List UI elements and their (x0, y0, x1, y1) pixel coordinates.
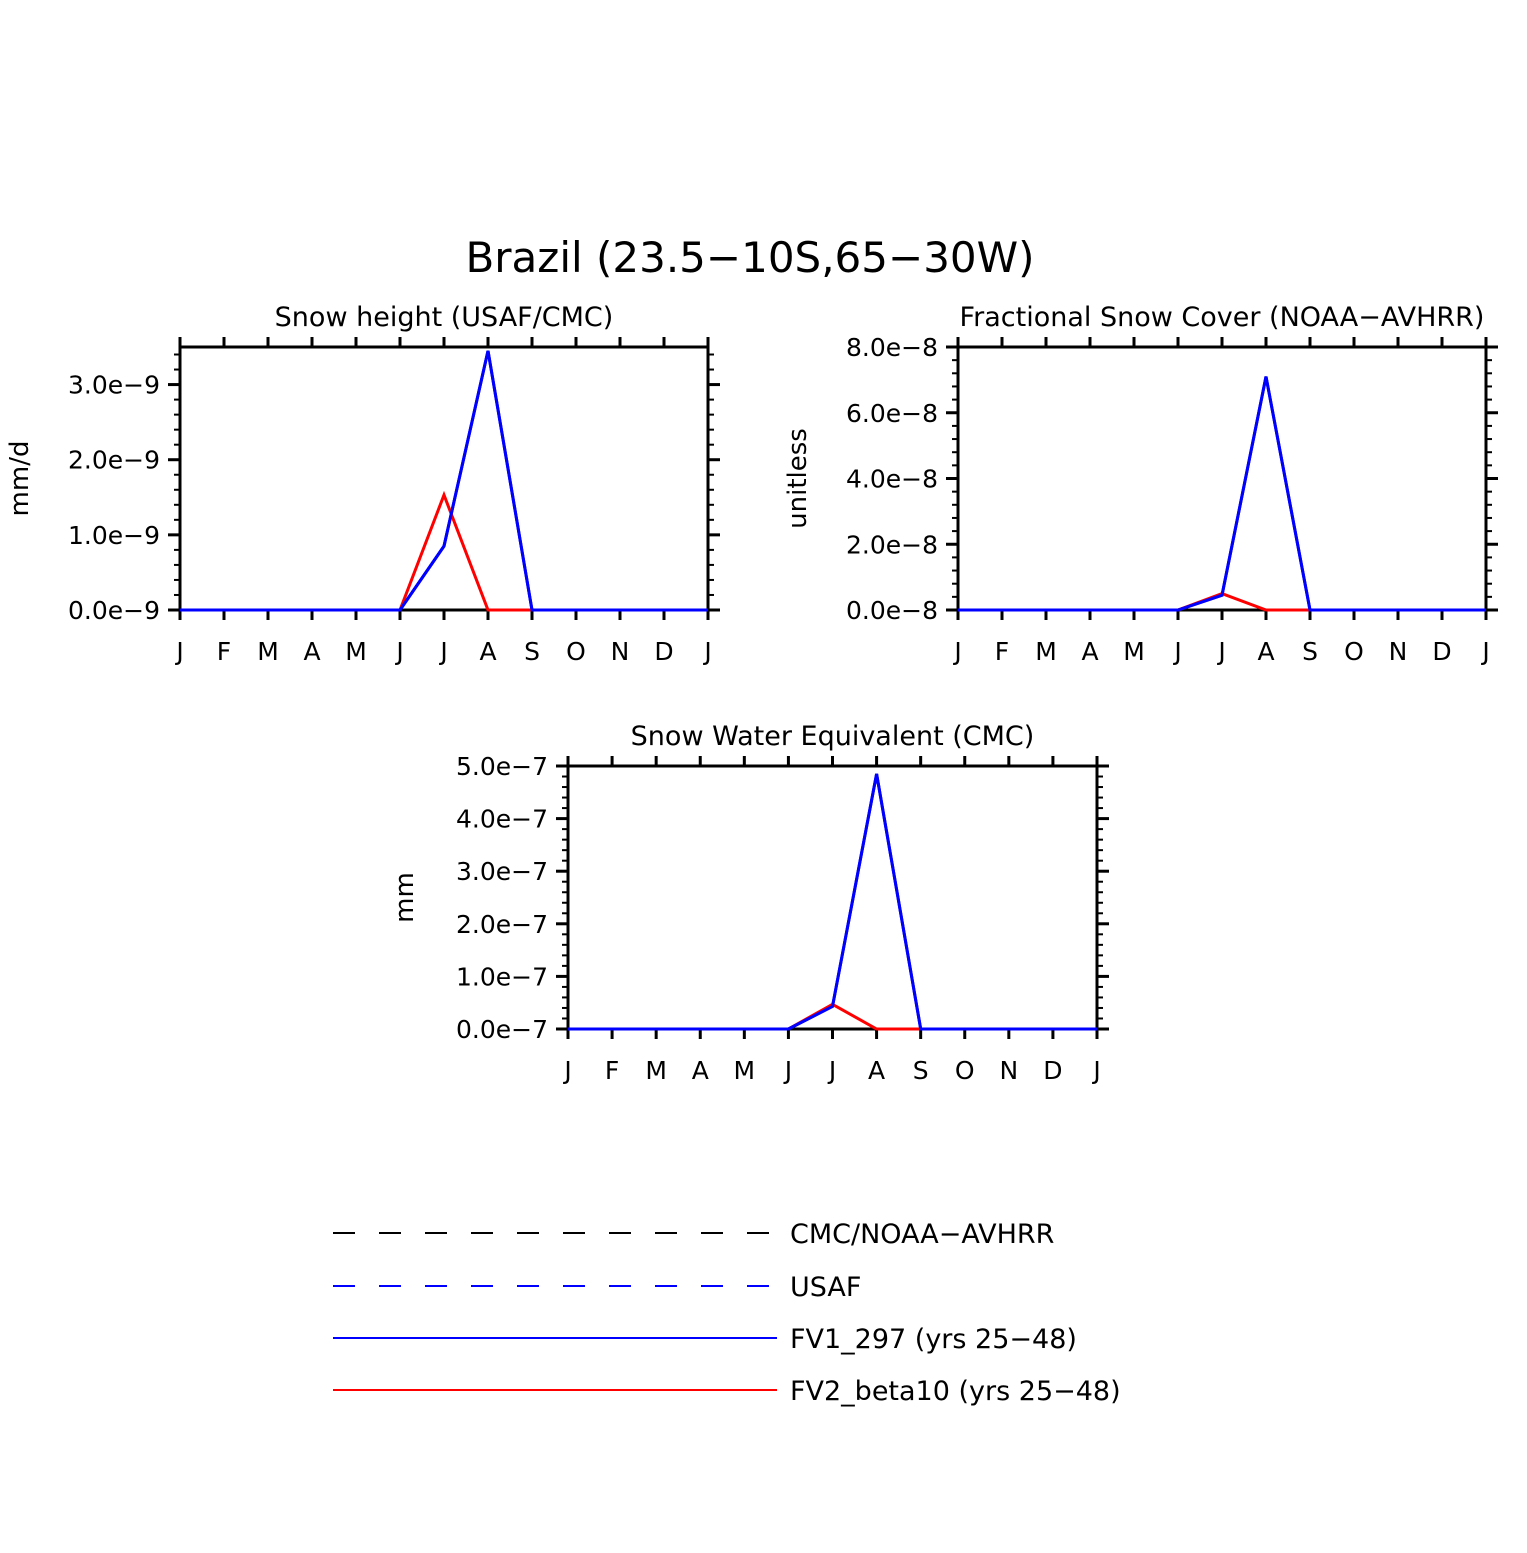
series-line-fv2 (180, 490, 708, 612)
legend-label: CMC/NOAA−AVHRR (790, 1219, 1054, 1250)
x-tick-label: M (345, 637, 367, 666)
x-tick-label: J (394, 637, 403, 666)
y-tick-label: 0.0e−8 (846, 596, 938, 625)
x-tick-label: J (1091, 1056, 1100, 1085)
x-tick-label: D (1043, 1056, 1062, 1085)
plot-frame (956, 345, 1488, 612)
x-tick-label: J (1216, 637, 1225, 666)
x-tick-label: S (1302, 637, 1318, 666)
y-tick-label: 0.0e−9 (68, 596, 160, 625)
panel-title: Snow Water Equivalent (CMC) (631, 721, 1035, 752)
y-tick-label: 2.0e−9 (68, 446, 160, 475)
x-tick-label: F (217, 637, 231, 666)
y-axis-label: mm (390, 872, 420, 923)
x-tick-label: O (566, 637, 586, 666)
x-tick-label: S (913, 1056, 929, 1085)
x-tick-label: M (1035, 637, 1057, 666)
plot-frame (178, 345, 710, 612)
y-axis-label: mm/d (5, 441, 35, 517)
legend-label: FV2_beta10 (yrs 25−48) (790, 1376, 1121, 1407)
x-tick-label: J (174, 637, 183, 666)
x-tick-label: N (1389, 637, 1408, 666)
x-tick-label: A (1081, 637, 1098, 666)
y-tick-label: 1.0e−7 (456, 962, 548, 991)
x-tick-label: F (995, 637, 1009, 666)
x-tick-label: A (479, 637, 496, 666)
y-tick-label: 4.0e−8 (846, 465, 938, 494)
x-tick-label: A (868, 1056, 885, 1085)
x-tick-label: J (1172, 637, 1181, 666)
figure-title: Brazil (23.5−10S,65−30W) (465, 233, 1034, 282)
x-tick-label: D (654, 637, 673, 666)
legend-label: FV1_297 (yrs 25−48) (790, 1324, 1077, 1355)
series-line-fv1 (180, 350, 708, 612)
x-tick-label: M (257, 637, 279, 666)
series-line-fv1 (958, 376, 1486, 612)
y-tick-label: 6.0e−8 (846, 399, 938, 428)
panel-title: Fractional Snow Cover (NOAA−AVHRR) (960, 302, 1485, 333)
panel-snow-height: Snow height (USAF/CMC)mm/dJ F M A M J J A S O N D J0… (5, 302, 720, 666)
x-tick-label: D (1432, 637, 1451, 666)
series-line-fv1-overlay (958, 376, 1486, 612)
series-line-fv1 (568, 773, 1097, 1031)
y-tick-label: 1.0e−9 (68, 521, 160, 550)
x-tick-label: A (303, 637, 320, 666)
y-tick-label: 2.0e−7 (456, 910, 548, 939)
plot-frame (566, 764, 1099, 1031)
legend-label: USAF (790, 1272, 861, 1303)
x-tick-label: M (645, 1056, 667, 1085)
y-tick-label: 3.0e−7 (456, 857, 548, 886)
x-tick-label: O (955, 1056, 975, 1085)
x-tick-label: J (562, 1056, 571, 1085)
x-tick-label: S (524, 637, 540, 666)
y-tick-label: 2.0e−8 (846, 530, 938, 559)
y-tick-label: 4.0e−7 (456, 805, 548, 834)
x-tick-label: A (1257, 637, 1274, 666)
x-tick-label: J (438, 637, 447, 666)
y-axis-label: unitless (783, 428, 813, 529)
x-tick-label: J (702, 637, 711, 666)
x-tick-label: J (952, 637, 961, 666)
series-line-fv1-overlay (568, 773, 1097, 1031)
x-tick-label: F (605, 1056, 619, 1085)
x-tick-label: N (611, 637, 630, 666)
y-tick-label: 0.0e−7 (456, 1015, 548, 1044)
x-tick-label: M (734, 1056, 756, 1085)
x-tick-label: A (692, 1056, 709, 1085)
x-tick-label: J (827, 1056, 836, 1085)
legend: CMC/NOAA−AVHRR USAF FV1_297 (yrs 25−48) FV2… (333, 1219, 1121, 1407)
y-tick-label: 8.0e−8 (846, 333, 938, 362)
x-tick-label: O (1344, 637, 1364, 666)
x-tick-label: J (783, 1056, 792, 1085)
panel-fractional-snow-cover: Fractional Snow Cover (NOAA−AVHRR) unitle… (783, 302, 1498, 666)
panel-snow-water-equivalent: Snow Water Equivalent (CMC)mmJ F M A M J J A S O N… (390, 721, 1109, 1085)
y-tick-label: 3.0e−9 (68, 371, 160, 400)
y-tick-label: 5.0e−7 (456, 752, 548, 781)
x-tick-label: N (999, 1056, 1018, 1085)
series-line-fv1-overlay (180, 350, 708, 612)
x-tick-label: J (1480, 637, 1489, 666)
x-tick-label: M (1123, 637, 1145, 666)
panel-title: Snow height (USAF/CMC) (275, 302, 614, 333)
